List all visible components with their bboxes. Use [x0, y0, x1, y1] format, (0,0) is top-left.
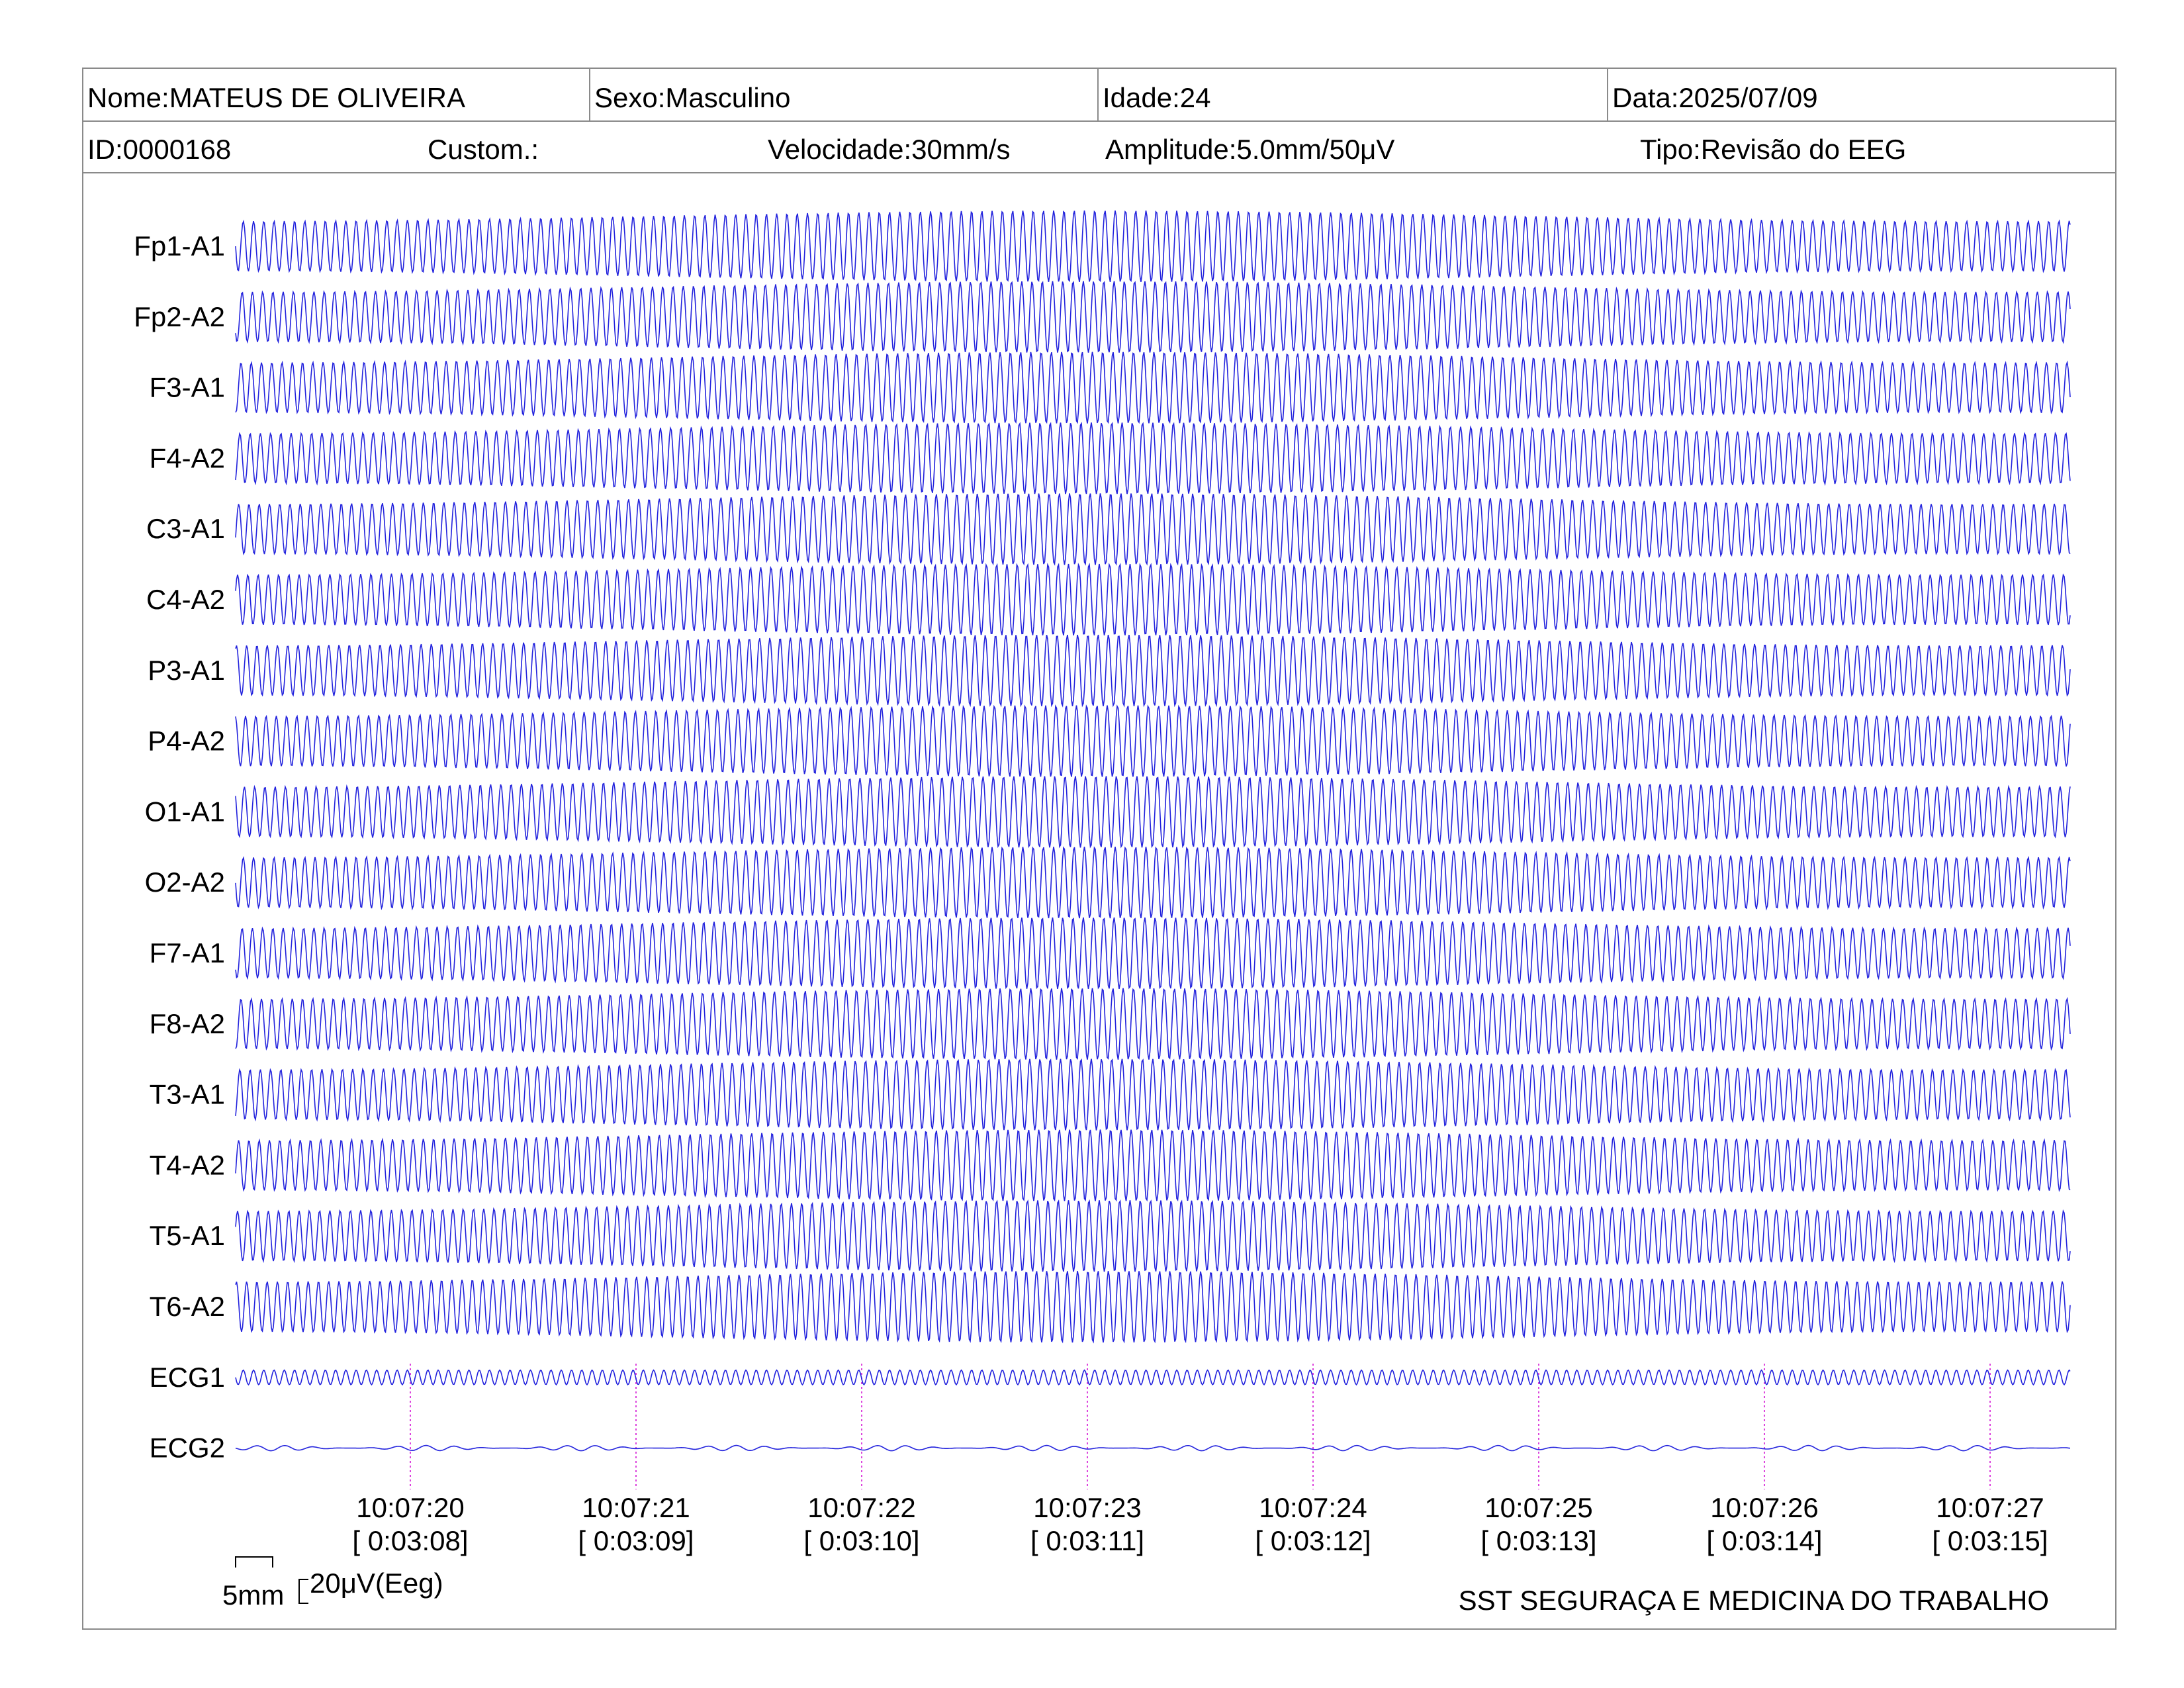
time-elapsed-label: [ 0:03:11] — [1030, 1525, 1144, 1556]
channel-label: Fp1-A1 — [134, 230, 225, 261]
time-label-layer: 10:07:20[ 0:03:08] 10:07:21[ 0:03:09] 10:0… — [352, 1492, 2048, 1556]
channel-label: T3-A1 — [150, 1079, 225, 1110]
time-clock-label: 10:07:26 — [1710, 1492, 1819, 1523]
time-elapsed-label: [ 0:03:12] — [1255, 1525, 1371, 1556]
time-clock-label: 10:07:27 — [1936, 1492, 2044, 1523]
speed-setting: Velocidade:30mm/s — [768, 134, 1011, 165]
header-row-patient: Nome:MATEUS DE OLIVEIRA Sexo:Masculino I… — [83, 69, 2115, 122]
channel-label: F8-A2 — [150, 1008, 225, 1039]
trace-layer — [235, 210, 2071, 1452]
trace-t3-a1 — [235, 1058, 2071, 1131]
time-clock-label: 10:07:20 — [356, 1492, 465, 1523]
channel-label: O2-A2 — [145, 867, 225, 898]
scale-legend: 5mm 20μV(Eeg) — [222, 1556, 443, 1611]
time-elapsed-label: [ 0:03:09] — [578, 1525, 694, 1556]
channel-label: P3-A1 — [148, 655, 225, 686]
time-elapsed-label: [ 0:03:10] — [803, 1525, 919, 1556]
trace-t4-a2 — [235, 1129, 2071, 1202]
organization-name: SST SEGURAÇA E MEDICINA DO TRABALHO — [1459, 1585, 2049, 1616]
channel-label-layer: Fp1-A1 Fp2-A2 F3-A1 F4-A2 C3-A1 C4-A2 P3-A1 P4-… — [134, 230, 225, 1464]
trace-f8-a2 — [235, 988, 2071, 1060]
patient-sex: Sexo:Masculino — [589, 69, 790, 120]
channel-label: T4-A2 — [150, 1149, 225, 1180]
channel-label: C4-A2 — [146, 584, 225, 615]
trace-fp1-a1 — [235, 210, 2071, 283]
amplitude-scale-label: 20μV(Eeg) — [310, 1568, 443, 1599]
channel-label: ECG1 — [150, 1362, 225, 1393]
trace-t6-a2 — [235, 1271, 2071, 1344]
time-scale-bracket — [235, 1556, 273, 1568]
time-clock-label: 10:07:22 — [807, 1492, 916, 1523]
header-row-exam: ID:0000168 Custom.: Velocidade:30mm/s Am… — [83, 120, 2115, 173]
channel-label: Fp2-A2 — [134, 301, 225, 332]
amplitude-setting: Amplitude:5.0mm/50μV — [1105, 134, 1395, 165]
trace-c3-a1 — [235, 493, 2071, 566]
trace-c4-a2 — [235, 562, 2071, 635]
time-clock-label: 10:07:24 — [1259, 1492, 1367, 1523]
patient-age: Idade:24 — [1097, 69, 1211, 120]
channel-label: F7-A1 — [150, 937, 225, 968]
patient-name: Nome:MATEUS DE OLIVEIRA — [87, 82, 466, 113]
report-frame: Nome:MATEUS DE OLIVEIRA Sexo:Masculino I… — [82, 68, 2116, 1630]
channel-label: T5-A1 — [150, 1220, 225, 1251]
trace-ecg1 — [235, 1369, 2071, 1386]
patient-id: ID:0000168 — [87, 134, 232, 165]
trace-o1-a1 — [235, 776, 2071, 849]
time-clock-label: 10:07:23 — [1033, 1492, 1142, 1523]
trace-fp2-a2 — [235, 281, 2071, 353]
channel-label: C3-A1 — [146, 513, 225, 544]
trace-ecg2 — [235, 1444, 2071, 1452]
trace-f4-a2 — [235, 422, 2071, 494]
channel-label: P4-A2 — [148, 726, 225, 757]
time-elapsed-label: [ 0:03:08] — [352, 1525, 468, 1556]
trace-t5-a1 — [235, 1199, 2071, 1272]
custom-field: Custom.: — [428, 134, 539, 165]
channel-label: F4-A2 — [150, 442, 225, 473]
time-elapsed-label: [ 0:03:15] — [1932, 1525, 2048, 1556]
time-elapsed-label: [ 0:03:14] — [1706, 1525, 1822, 1556]
exam-date: Data:2025/07/09 — [1607, 69, 1818, 120]
channel-label: ECG2 — [150, 1432, 225, 1464]
channel-label: T6-A2 — [150, 1291, 225, 1322]
time-scale-label: 5mm — [222, 1579, 284, 1611]
trace-o2-a2 — [235, 846, 2071, 919]
channel-label: F3-A1 — [150, 372, 225, 403]
time-clock-label: 10:07:21 — [582, 1492, 690, 1523]
trace-f7-a1 — [235, 917, 2071, 990]
time-clock-label: 10:07:25 — [1484, 1492, 1593, 1523]
trace-p3-a1 — [235, 634, 2071, 708]
channel-label: O1-A1 — [145, 796, 225, 827]
time-elapsed-label: [ 0:03:13] — [1480, 1525, 1596, 1556]
trace-p4-a2 — [235, 704, 2071, 777]
exam-type: Tipo:Revisão do EEG — [1640, 134, 1907, 165]
trace-f3-a1 — [235, 352, 2071, 424]
amplitude-scale-bracket — [298, 1579, 308, 1604]
